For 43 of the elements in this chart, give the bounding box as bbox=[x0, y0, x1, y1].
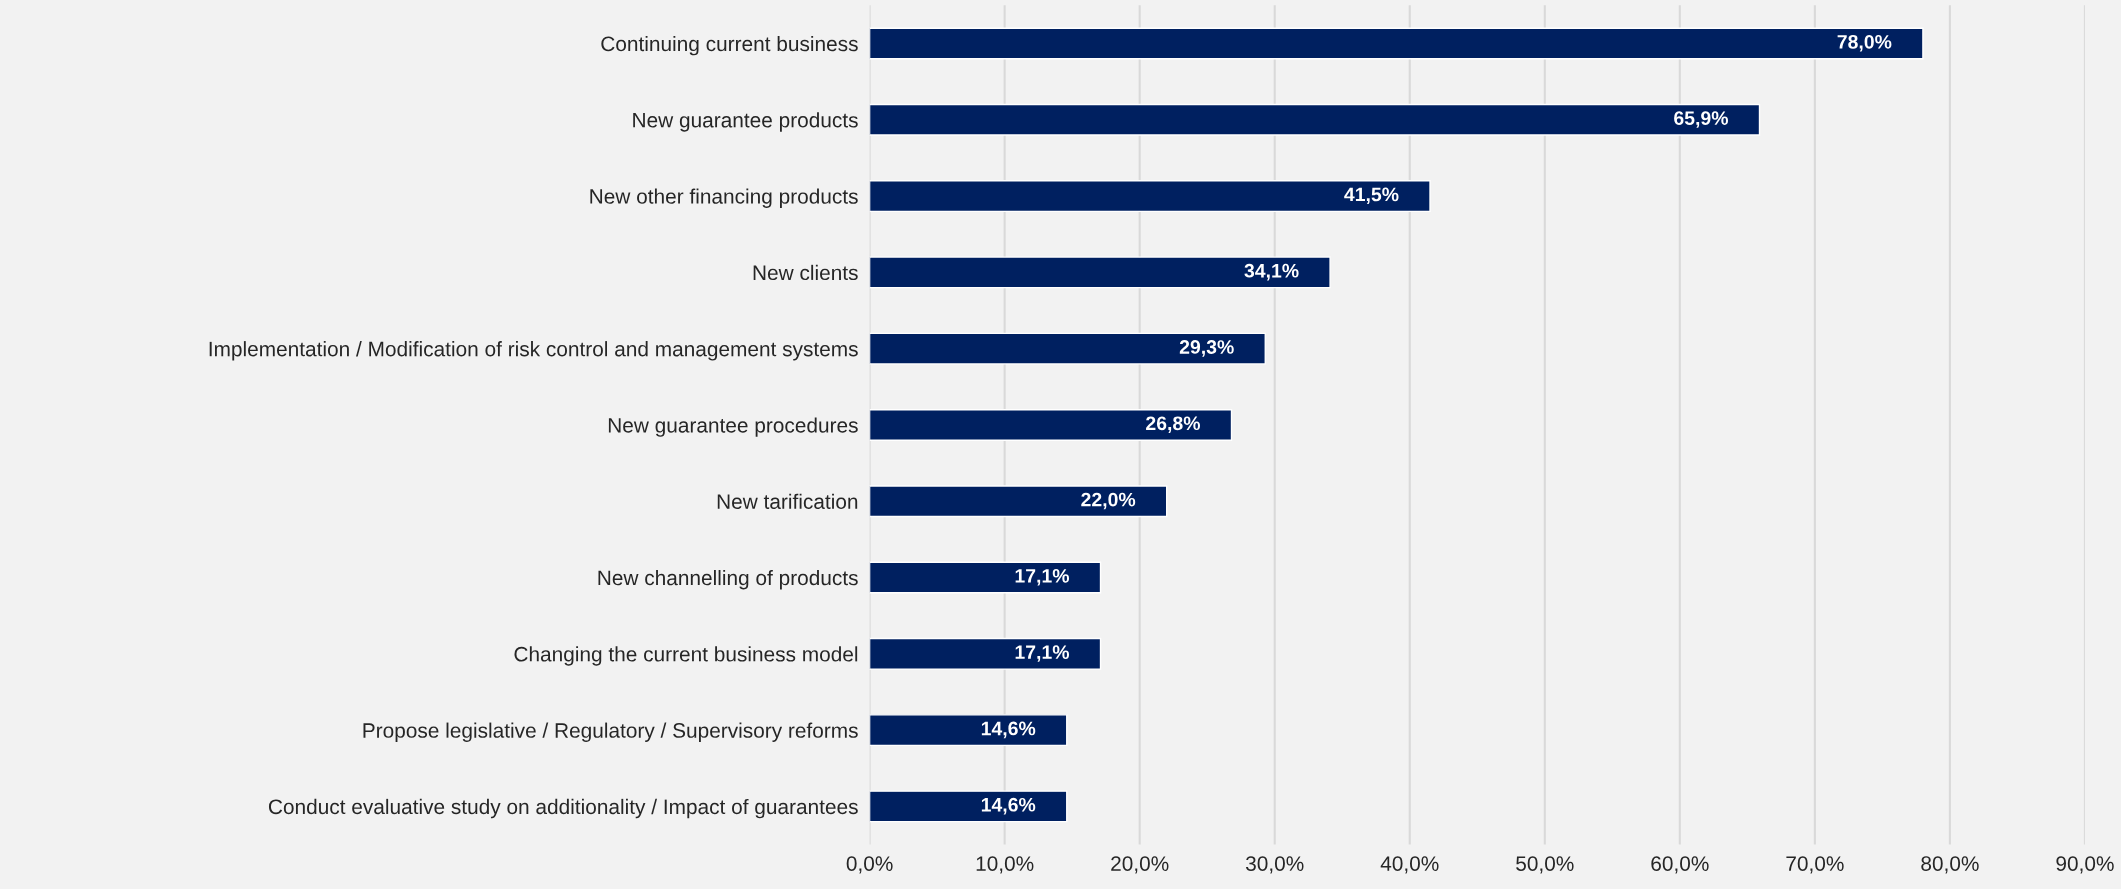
y-tick-label: Changing the current business model bbox=[514, 646, 858, 666]
y-tick-label: New guarantee products bbox=[633, 112, 858, 132]
data-label: 41,5% bbox=[1344, 187, 1399, 205]
bar bbox=[869, 561, 1102, 594]
x-tick-label: 50,0% bbox=[1516, 856, 1574, 874]
data-label: 17,1% bbox=[1015, 645, 1070, 662]
x-tick-label: 80,0% bbox=[1921, 856, 1979, 874]
bar bbox=[869, 180, 1431, 213]
data-label: 29,3% bbox=[1179, 340, 1234, 357]
bar bbox=[869, 714, 1068, 747]
y-tick-label: New tarification bbox=[717, 493, 858, 509]
data-label: 26,8% bbox=[1146, 416, 1201, 433]
bar bbox=[869, 332, 1266, 365]
x-tick-label: 60,0% bbox=[1651, 856, 1709, 874]
bar bbox=[869, 408, 1233, 441]
x-tick-label: 90,0% bbox=[2056, 856, 2114, 874]
data-label: 14,6% bbox=[981, 721, 1036, 739]
x-tick-label: 30,0% bbox=[1245, 856, 1304, 874]
data-label: 34,1% bbox=[1244, 263, 1299, 281]
y-tick-label: Continuing current business bbox=[601, 35, 858, 56]
bar bbox=[869, 637, 1102, 670]
y-tick-label: New other financing products bbox=[590, 188, 858, 208]
x-tick-label: 70,0% bbox=[1786, 856, 1844, 874]
data-label: 22,0% bbox=[1081, 492, 1136, 510]
data-label: 78,0% bbox=[1837, 34, 1892, 52]
bar bbox=[869, 27, 1924, 60]
y-tick-label: New guarantee procedures bbox=[608, 417, 858, 437]
data-label: 14,6% bbox=[981, 797, 1036, 815]
bar bbox=[869, 790, 1068, 823]
bar bbox=[869, 103, 1761, 136]
data-label: 17,1% bbox=[1015, 569, 1070, 586]
x-tick-label: 10,0% bbox=[976, 856, 1034, 874]
bar bbox=[869, 485, 1168, 518]
y-tick-label: New clients bbox=[753, 264, 858, 281]
y-tick-label: New channelling of products bbox=[598, 569, 858, 590]
x-tick-label: 20,0% bbox=[1111, 856, 1169, 874]
bar bbox=[869, 256, 1331, 289]
y-tick-label: Conduct evaluative study on additionality / Impact of guarantees bbox=[268, 798, 858, 819]
y-tick-label: Implementation / Modification of risk control and management systems bbox=[209, 341, 858, 361]
data-label: 65,9% bbox=[1674, 111, 1729, 128]
x-tick-label: 40,0% bbox=[1380, 856, 1439, 874]
y-tick-label: Propose legislative / Regulatory / Supervisory reforms bbox=[363, 722, 858, 742]
x-tick-label: 0,0% bbox=[846, 856, 893, 874]
